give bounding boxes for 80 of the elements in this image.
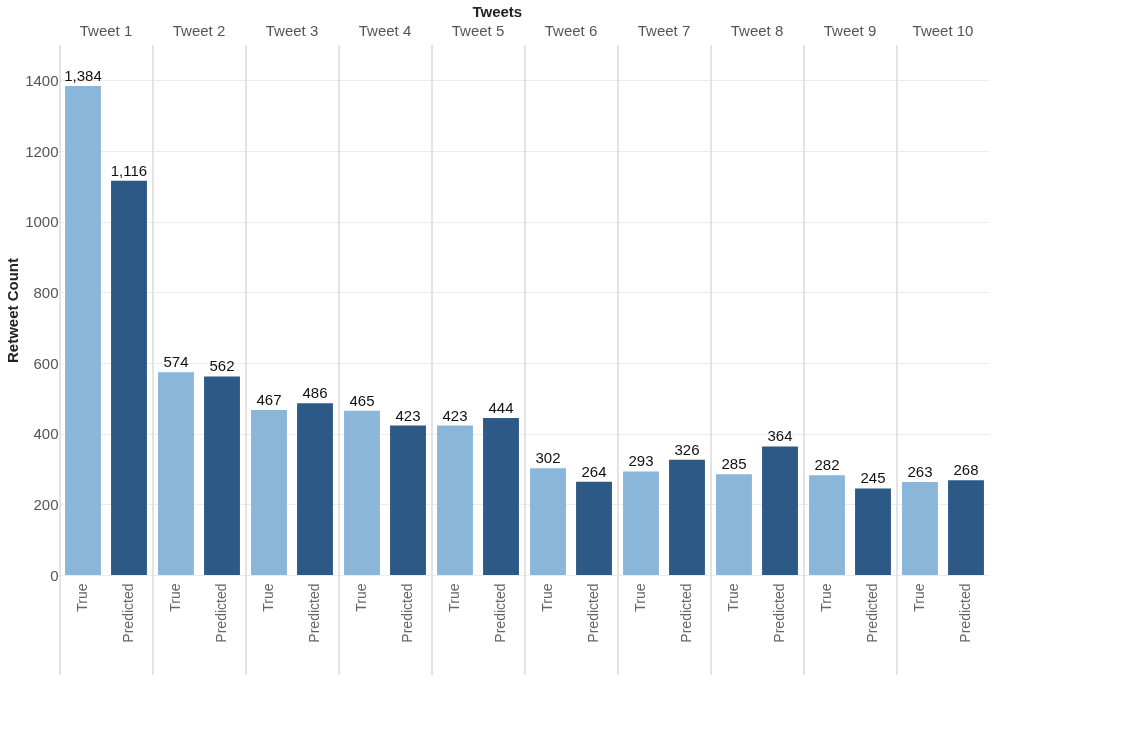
- data-label: 282: [814, 456, 840, 474]
- text: Predicted: [492, 583, 508, 643]
- text: Predicted: [306, 583, 322, 643]
- y-tick-label: 1400: [25, 71, 59, 89]
- data-label: 562: [209, 357, 235, 375]
- data-label: 264: [581, 462, 607, 480]
- data-label: 465: [349, 391, 375, 409]
- bar: [65, 85, 101, 575]
- x-tick-label: Tweet 3: [265, 21, 319, 39]
- bar: [483, 418, 519, 575]
- bar: [251, 409, 287, 575]
- data-label: 423: [442, 406, 468, 424]
- bar: [437, 425, 473, 575]
- text: True: [539, 583, 555, 612]
- bar: [855, 488, 891, 575]
- x-tick-label: Tweet 1: [79, 21, 133, 39]
- data-label: 293: [628, 452, 654, 470]
- bar: [576, 481, 612, 575]
- bar: [902, 482, 938, 575]
- data-label: 574: [163, 353, 189, 371]
- y-tick-label: 0: [50, 566, 59, 584]
- text: Predicted: [678, 583, 694, 643]
- data-label: 467: [256, 390, 282, 408]
- y-axis-title: Retweet Count: [4, 258, 22, 363]
- x-tick-label: Tweet 2: [172, 21, 226, 39]
- text: Predicted: [957, 583, 973, 643]
- text: Predicted: [864, 583, 880, 643]
- bar: [948, 480, 984, 575]
- data-label: 444: [488, 399, 514, 417]
- text: True: [632, 583, 648, 612]
- text: Predicted: [771, 583, 787, 643]
- x-tick-label: Tweet 10: [912, 21, 974, 39]
- x-tick-label: Tweet 6: [544, 21, 598, 39]
- data-label: 302: [535, 449, 561, 467]
- text: True: [74, 583, 90, 612]
- x-tick-label: Tweet 9: [823, 21, 877, 39]
- text: True: [446, 583, 462, 612]
- bar: [204, 376, 240, 575]
- data-label: 423: [395, 406, 421, 424]
- text: True: [818, 583, 834, 612]
- x-tick-label: Tweet 4: [358, 21, 412, 39]
- y-tick-label: 800: [33, 283, 59, 301]
- text: True: [725, 583, 741, 612]
- data-label: 268: [953, 461, 979, 479]
- bar: [762, 446, 798, 575]
- bar: [158, 372, 194, 575]
- y-tick-label: 200: [33, 495, 59, 513]
- text: Predicted: [399, 583, 415, 643]
- data-label: 486: [302, 384, 328, 402]
- bar: [716, 474, 752, 575]
- bar: [809, 475, 845, 575]
- x-tick-label: Tweet 7: [637, 21, 691, 39]
- data-label: 1,384: [64, 66, 102, 84]
- y-tick-label: 1200: [25, 142, 59, 160]
- bar: [390, 425, 426, 575]
- data-label: 326: [674, 440, 700, 458]
- bar: [530, 468, 566, 575]
- y-tick-label: 1000: [25, 213, 59, 231]
- data-label: 285: [721, 455, 747, 473]
- y-tick-label: 600: [33, 354, 59, 372]
- bar: [111, 180, 147, 575]
- data-label: 1,116: [110, 161, 148, 179]
- x-axis-title: Tweets: [472, 2, 523, 20]
- text: True: [911, 583, 927, 612]
- text: True: [167, 583, 183, 612]
- data-label: 364: [767, 427, 793, 445]
- text: True: [260, 583, 276, 612]
- data-label: 245: [860, 469, 886, 487]
- bar: [344, 410, 380, 575]
- text: Predicted: [120, 583, 136, 643]
- bar: [669, 459, 705, 575]
- x-tick-label: Tweet 8: [730, 21, 784, 39]
- text: Predicted: [585, 583, 601, 643]
- bar: [623, 471, 659, 575]
- y-tick-label: 400: [33, 425, 59, 443]
- bar: [297, 403, 333, 575]
- x-tick-label: Tweet 5: [451, 21, 505, 39]
- text: True: [353, 583, 369, 612]
- data-label: 263: [907, 463, 933, 481]
- text: Predicted: [213, 583, 229, 643]
